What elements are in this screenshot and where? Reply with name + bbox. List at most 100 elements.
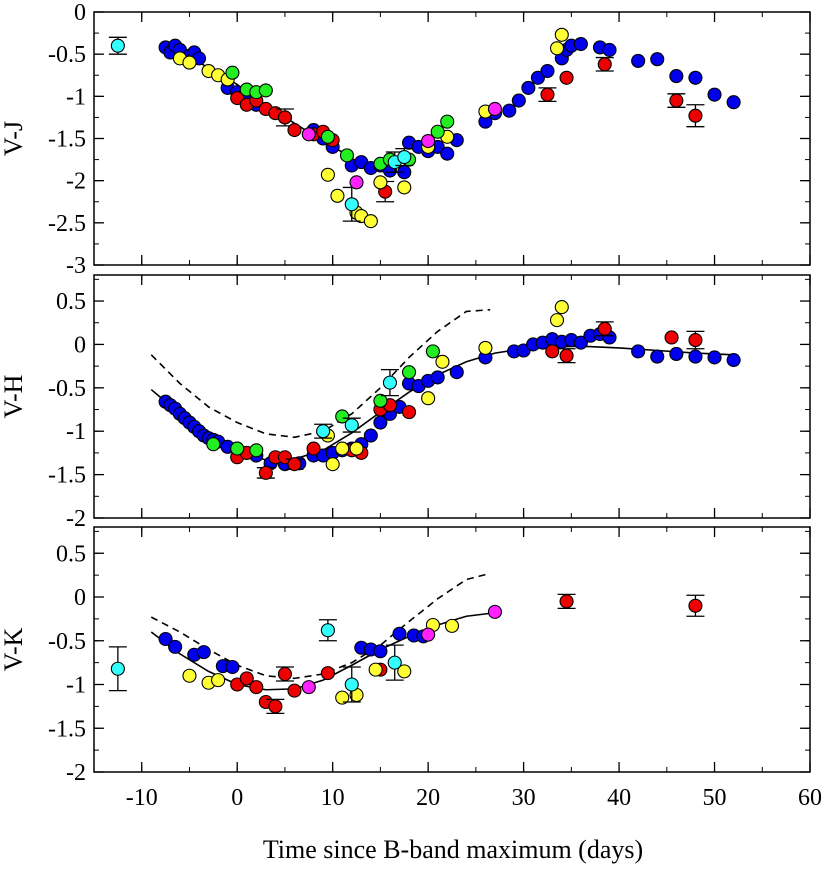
data-point-green [225,65,240,80]
data-point-blue [688,349,703,364]
data-point-green [335,409,350,424]
data-point-cyan [344,197,359,212]
y-tick-label: -0.5 [48,629,86,655]
data-point-magenta [487,101,503,117]
x-tick-label: 20 [416,785,440,811]
data-point-red [597,321,612,336]
data-point-yellow [182,668,197,683]
panel-frame [93,526,811,773]
data-point-red [559,348,574,363]
data-point-red [230,90,245,106]
data-point-red [545,344,560,359]
y-tick-label: -1 [66,419,86,445]
data-point-yellow [335,441,350,456]
data-point-blue [650,52,665,67]
data-point-red [669,93,684,108]
data-point-blue [196,645,211,660]
data-point-blue [726,352,741,368]
data-point-blue [158,631,173,647]
data-point-blue [449,365,464,380]
data-point-red [287,683,302,698]
y-axis-label: V-K [0,627,28,671]
y-axis-label: V-H [0,374,28,418]
data-point-yellow [435,354,450,369]
data-point-red [306,441,321,456]
data-point-green [249,443,264,458]
data-point-blue [373,644,388,659]
data-point-yellow [397,664,412,679]
y-tick-label: -2.5 [48,211,86,237]
data-point-red [287,123,302,138]
data-point-blue [168,639,183,654]
data-point-green [373,393,388,408]
data-point-blue [363,428,378,443]
data-point-yellow [373,175,388,190]
y-tick-label: 0.5 [56,541,86,567]
data-point-yellow [335,690,350,705]
data-point-red [277,450,292,465]
panels-layer: 0 -0.5 -1 -1.5 -2 -2.5 -3 V-J 0.5 0 -0.5 -1 -1.5 -2 V-… [0,0,822,811]
panel-v-k: 0.5 0 -0.5 -1 -1.5 -2 -10 0 10 20 30 40 50 60 V-K [0,526,822,811]
y-tick-label: -2 [66,506,86,532]
y-axis-label: V-J [0,121,28,156]
data-point-yellow [554,27,569,42]
panel-v-h: 0.5 0 -0.5 -1 -1.5 -2 V-H [0,274,811,532]
data-point-cyan [316,424,331,439]
data-point-red [597,57,612,72]
x-tick-label: 40 [607,785,631,811]
data-point-blue [669,346,684,362]
data-point-blue [688,70,703,85]
y-tick-label: -0.5 [48,376,86,402]
data-point-blue [631,344,646,359]
data-point-green [440,114,455,129]
x-tick-label: 30 [512,785,536,811]
panel-frame [93,274,811,519]
data-point-red [239,671,254,686]
data-point-green [320,129,335,144]
data-point-magenta [301,680,316,695]
y-tick-label: -2 [66,760,86,786]
data-point-magenta [301,127,316,142]
data-point-blue [602,42,617,58]
data-point-green [230,441,245,456]
x-tick-label: 10 [321,785,345,811]
data-point-blue [540,63,555,79]
data-point-blue [511,93,526,108]
y-tick-label: -1.5 [48,463,86,489]
data-point-blue [502,103,517,118]
data-point-magenta [421,133,436,149]
data-point-blue [726,95,741,110]
x-tick-label: 0 [231,785,243,811]
data-point-blue [440,146,455,161]
data-point-green [401,365,417,380]
y-tick-label: 0.5 [56,289,86,315]
data-point-magenta [421,627,436,642]
y-tick-label: -2 [66,169,86,195]
data-point-green [339,148,355,163]
data-point-red [688,598,703,613]
data-point-blue [631,53,646,68]
y-tick-label: 0 [74,332,86,358]
data-point-red [559,594,574,609]
data-point-cyan [382,375,397,390]
data-point-red [277,110,292,125]
data-point-yellow [368,662,383,677]
data-point-red [320,666,335,681]
data-point-green [206,437,221,452]
data-point-yellow [549,41,565,56]
data-point-red [401,405,417,420]
data-point-blue [530,70,545,85]
data-point-yellow [421,391,436,406]
data-point-yellow [325,457,340,472]
data-point-yellow [211,673,226,688]
x-tick-label: -10 [126,785,158,811]
data-point-green [425,344,440,359]
data-point-red [664,330,679,345]
y-tick-label: 0 [74,585,86,611]
y-tick-label: -3 [66,253,86,279]
y-tick-label: -1 [66,673,86,699]
data-point-green [258,83,273,98]
data-point-red [258,465,273,480]
data-point-yellow [444,618,460,633]
data-point-yellow [330,188,345,203]
